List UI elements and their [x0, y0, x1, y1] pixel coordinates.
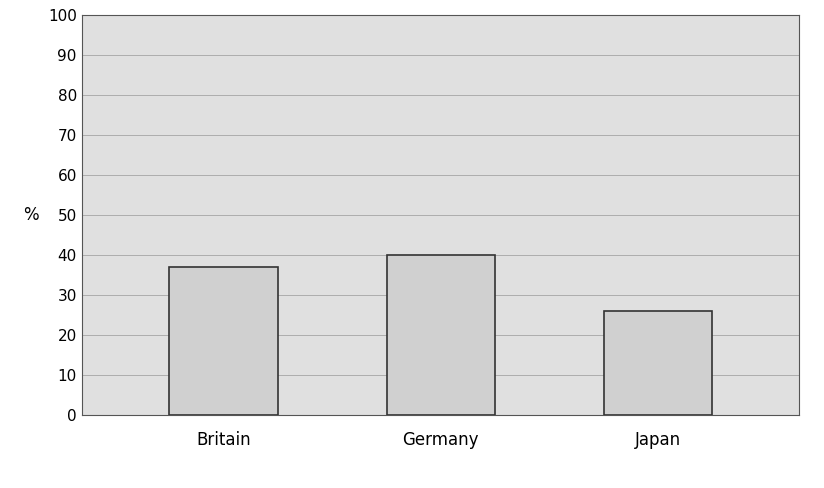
Bar	[604, 311, 713, 415]
Y-axis label: %: %	[24, 206, 39, 224]
Bar	[169, 267, 278, 415]
Bar	[386, 255, 495, 415]
